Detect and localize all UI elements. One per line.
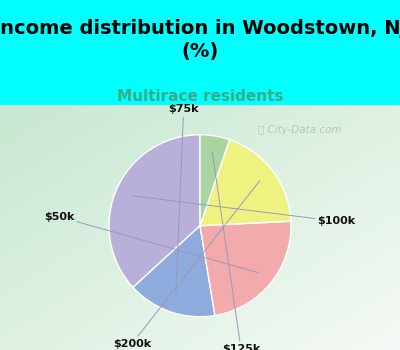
- Text: Multirace residents: Multirace residents: [117, 89, 283, 104]
- Text: $75k: $75k: [168, 104, 199, 296]
- Text: $200k: $200k: [113, 181, 260, 349]
- Wedge shape: [200, 135, 230, 226]
- Text: ⓘ City-Data.com: ⓘ City-Data.com: [258, 125, 342, 134]
- Text: Income distribution in Woodstown, NJ
(%): Income distribution in Woodstown, NJ (%): [0, 19, 400, 61]
- Text: $125k: $125k: [212, 152, 260, 350]
- Wedge shape: [200, 140, 291, 226]
- Wedge shape: [133, 226, 215, 317]
- Wedge shape: [200, 221, 291, 315]
- Text: $50k: $50k: [44, 212, 258, 273]
- Text: $100k: $100k: [132, 196, 356, 226]
- Wedge shape: [109, 135, 200, 287]
